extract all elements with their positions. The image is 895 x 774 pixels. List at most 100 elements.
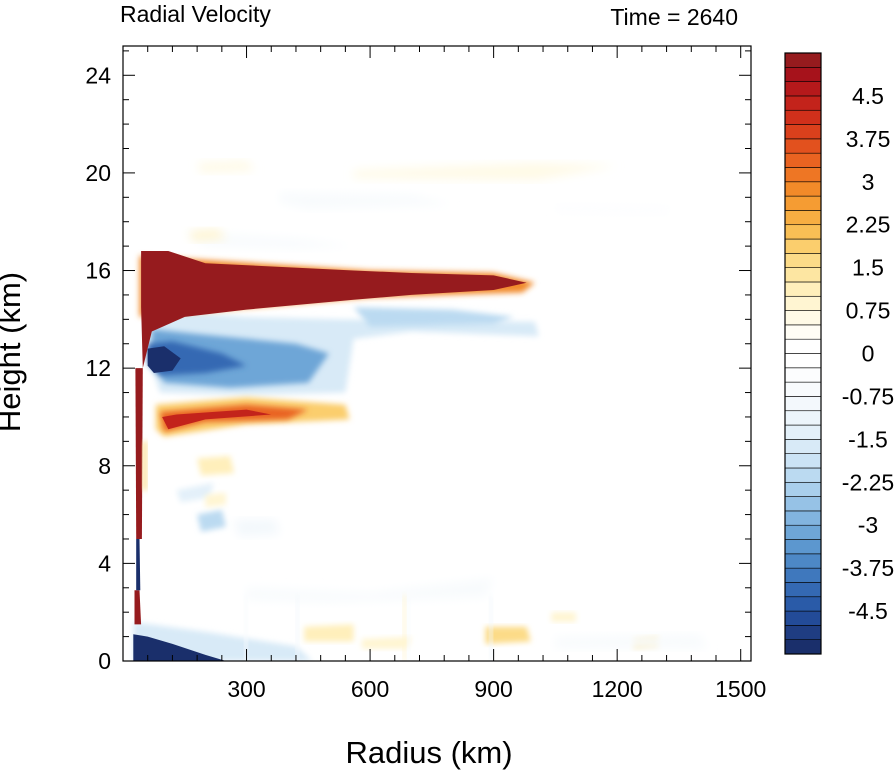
colorbar-swatch: [784, 224, 822, 240]
field-contour: [353, 307, 515, 327]
colorbar-swatch: [784, 310, 822, 326]
colorbar-swatch: [784, 67, 822, 82]
field-contour: [135, 368, 143, 539]
colorbar-tick-label: -3: [858, 512, 878, 538]
field-contour: [197, 456, 235, 476]
colorbar-swatch: [784, 109, 822, 125]
field-contour: [246, 578, 494, 603]
x-axis-label: Radius (km): [345, 735, 512, 770]
y-tick-label: 20: [85, 160, 111, 186]
velocity-field: [133, 160, 708, 661]
colorbar-swatch: [784, 625, 822, 640]
colorbar-swatch: [784, 396, 822, 412]
colorbar-swatch: [784, 410, 822, 426]
colorbar-swatch: [784, 381, 822, 397]
colorbar-tick-label: -0.75: [842, 383, 894, 409]
colorbar-swatch: [784, 539, 822, 555]
colorbar-tick-label: -4.5: [848, 598, 888, 624]
colorbar-swatch: [784, 152, 822, 168]
field-contour: [176, 482, 214, 503]
field-contour: [134, 590, 142, 625]
plot-frame: [122, 45, 752, 662]
x-tick-label: 300: [227, 676, 265, 702]
field-contour: [304, 624, 354, 642]
time-label: Time = 2640: [610, 4, 738, 30]
x-tick-label: 600: [351, 676, 389, 702]
y-tick-label: 8: [98, 453, 111, 479]
colorbar-tick-label: 3.75: [846, 126, 891, 152]
colorbar-swatch: [784, 195, 822, 211]
colorbar-tick-label: 0: [862, 341, 875, 367]
field-contour: [407, 595, 411, 661]
field-contour: [361, 636, 412, 649]
y-axis-ticks: 0 4 8 12 16 20 24: [85, 50, 751, 674]
field-contour: [279, 192, 453, 210]
colorbar-swatch: [784, 167, 822, 183]
field-contour: [234, 519, 280, 537]
y-tick-label: 0: [98, 648, 111, 674]
colorbar-swatch: [784, 181, 822, 197]
field-contour: [489, 595, 493, 661]
field-contour: [197, 509, 226, 532]
colorbar-tick-label: 0.75: [846, 298, 891, 324]
field-contour: [188, 229, 226, 242]
colorbar-swatch: [784, 510, 822, 526]
colorbar-swatch: [784, 353, 822, 369]
colorbar-swatch: [784, 124, 822, 140]
colorbar-swatch: [784, 639, 822, 655]
field-contour: [136, 539, 141, 591]
colorbar-swatch: [784, 567, 822, 583]
x-tick-label: 1500: [715, 676, 766, 702]
colorbar-swatch: [784, 281, 822, 297]
field-contour: [142, 441, 147, 491]
colorbar-tick-label: 1.5: [852, 255, 884, 281]
colorbar-tick-label: 4.5: [852, 83, 884, 109]
y-tick-label: 4: [98, 550, 111, 576]
field-contour: [205, 492, 226, 508]
colorbar-swatch: [784, 610, 822, 626]
colorbar-swatch: [784, 295, 822, 311]
field-contour: [403, 595, 407, 661]
colorbar-swatch: [784, 324, 822, 340]
colorbar-swatch: [784, 424, 822, 440]
field-contour: [133, 634, 226, 661]
colorbar-swatch: [784, 496, 822, 512]
field-contour: [197, 160, 255, 173]
field-contour: [555, 634, 708, 649]
colorbar-tick-label: -3.75: [842, 555, 894, 581]
colorbar-swatch: [784, 210, 822, 226]
colorbar: -4.5 -3.75 -3 -2.25 -1.5 -0.75 0 0.75 1.5 2.25 3 3.…: [784, 52, 894, 655]
colorbar-tick-label: 2.25: [846, 212, 891, 238]
colorbar-tick-label: -2.25: [842, 469, 894, 495]
colorbar-swatch: [784, 238, 822, 254]
field-contour: [147, 346, 181, 373]
colorbar-tick-label: 3: [862, 169, 875, 195]
colorbar-swatch: [784, 596, 822, 612]
field-contour: [353, 163, 618, 181]
field-contour: [244, 595, 248, 661]
y-tick-label: 16: [85, 258, 111, 284]
field-contour: [162, 409, 272, 430]
colorbar-swatch: [784, 524, 822, 540]
colorbar-swatch: [784, 267, 822, 283]
colorbar-swatch: [784, 582, 822, 598]
y-tick-label: 24: [85, 62, 111, 88]
colorbar-swatch: [784, 467, 822, 483]
colorbar-swatch: [784, 95, 822, 111]
colorbar-swatch: [784, 439, 822, 454]
colorbar-swatch: [784, 52, 822, 68]
field-contour: [295, 595, 299, 661]
field-contour: [160, 404, 309, 432]
y-tick-label: 12: [85, 355, 111, 381]
x-tick-label: 1200: [592, 676, 643, 702]
colorbar-swatch: [784, 81, 822, 97]
colorbar-swatch: [784, 367, 822, 383]
colorbar-swatch: [784, 253, 822, 268]
colorbar-swatch: [784, 453, 822, 469]
colorbar-swatch: [784, 338, 822, 354]
colorbar-tick-label: -1.5: [848, 426, 888, 452]
field-contour: [485, 626, 531, 644]
chart-title: Radial Velocity: [120, 1, 271, 27]
field-contour: [184, 231, 354, 249]
